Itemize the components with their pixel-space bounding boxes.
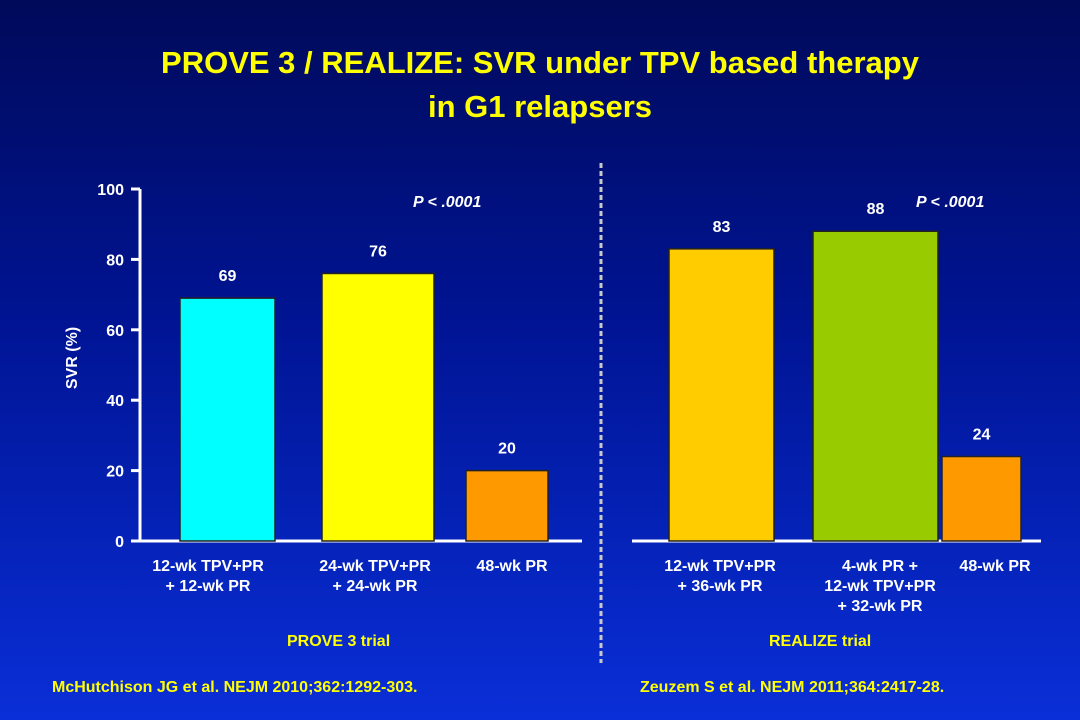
bar-value-label: 76 [369, 243, 387, 260]
y-tick-label: 100 [97, 182, 124, 199]
y-tick-label: 0 [115, 534, 124, 551]
x-category-label: 12-wk TPV+PR [824, 578, 936, 595]
y-tick-label: 60 [106, 323, 124, 340]
x-category-label: 4-wk PR + [842, 558, 918, 575]
x-category-label: + 36-wk PR [678, 578, 763, 595]
slide-title-line-1: PROVE 3 / REALIZE: SVR under TPV based t… [161, 45, 919, 80]
bar-value-label: 88 [867, 201, 885, 218]
y-tick-label: 80 [106, 252, 124, 269]
y-tick-label: 20 [106, 464, 124, 481]
x-category-label: + 32-wk PR [838, 598, 923, 615]
bar-value-label: 20 [498, 441, 516, 458]
bar-realize-2 [812, 230, 939, 542]
y-axis-label: SVR (%) [64, 327, 81, 389]
reference-mchutchison: McHutchison JG et al. NEJM 2010;362:1292… [52, 679, 418, 696]
bar-value-label: 83 [713, 219, 731, 236]
reference-zeuzem: Zeuzem S et al. NEJM 2011;364:2417-28. [640, 679, 945, 696]
x-category-label: 48-wk PR [476, 558, 548, 575]
bar-realize-1 [668, 248, 775, 542]
bar-prove3-3 [465, 469, 549, 542]
bar-prove3-1 [179, 297, 276, 542]
y-tick-label: 40 [106, 393, 124, 410]
p-value-label: P < .0001 [916, 194, 984, 211]
bar-prove3-2 [321, 272, 435, 542]
p-value-label: P < .0001 [413, 194, 481, 211]
bar-value-label: 69 [219, 268, 237, 285]
x-category-label: 12-wk TPV+PR [664, 558, 776, 575]
bar-value-label: 24 [973, 427, 991, 444]
x-category-label: + 24-wk PR [333, 578, 418, 595]
bar-realize-3 [941, 455, 1022, 542]
realize-trial-label: REALIZE trial [769, 633, 872, 650]
x-category-label: 24-wk TPV+PR [319, 558, 431, 575]
slide-title-line-2: in G1 relapsers [427, 89, 652, 124]
x-category-label: + 12-wk PR [166, 578, 251, 595]
x-category-label: 48-wk PR [959, 558, 1031, 575]
x-category-label: 12-wk TPV+PR [152, 558, 264, 575]
prove3-trial-label: PROVE 3 trial [287, 633, 391, 650]
